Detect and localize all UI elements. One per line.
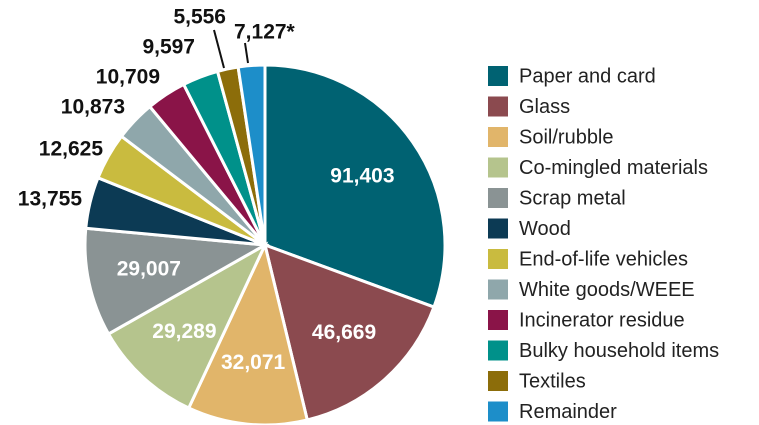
- pie-slice: [186, 240, 310, 425]
- pie-slice: [236, 63, 267, 246]
- legend-swatch: [488, 157, 508, 178]
- legend-label: Textiles: [519, 370, 586, 392]
- pie-slice: [263, 63, 447, 309]
- data-label: 10,873: [61, 96, 125, 119]
- legend-label: Glass: [519, 96, 570, 118]
- legend-label: Co-mingled materials: [519, 157, 708, 179]
- pie-slice: [262, 242, 436, 422]
- data-label: 29,007: [117, 258, 181, 281]
- data-label: 5,556: [173, 6, 226, 29]
- legend-swatch: [488, 188, 508, 208]
- legend-label: Remainder: [519, 401, 617, 423]
- legend-swatch: [488, 401, 508, 422]
- legend-swatch: [488, 340, 508, 361]
- data-label: 10,709: [96, 66, 160, 89]
- legend-swatch: [488, 371, 508, 391]
- legend-swatch: [488, 310, 508, 330]
- legend-swatch: [488, 66, 508, 86]
- legend-swatch: [488, 249, 508, 269]
- data-label: 12,625: [39, 138, 104, 161]
- data-label: 91,403: [330, 165, 394, 188]
- pie-slice: [106, 241, 269, 411]
- data-label: 29,289: [152, 320, 216, 343]
- legend-swatch: [488, 279, 508, 300]
- legend-label: Paper and card: [519, 65, 656, 87]
- data-label: 46,669: [312, 321, 376, 344]
- leader-line: [244, 42, 249, 64]
- data-label: 13,755: [18, 188, 83, 211]
- legend-label: Scrap metal: [519, 187, 626, 209]
- legend-label: Incinerator residue: [519, 309, 685, 331]
- legend-swatch: [488, 96, 508, 117]
- legend-label: Soil/rubble: [519, 126, 614, 148]
- legend-label: End-of-life vehicles: [519, 248, 688, 270]
- data-label: 7,127*: [234, 21, 296, 44]
- legend-swatch: [488, 218, 508, 239]
- legend-label: Wood: [519, 218, 571, 240]
- legend-label: White goods/WEEE: [519, 279, 695, 301]
- data-label: 9,597: [142, 36, 195, 59]
- pie-slice: [83, 226, 270, 337]
- legend-label: Bulky household items: [519, 340, 719, 362]
- legend-swatch: [488, 127, 508, 147]
- leader-line: [213, 29, 225, 69]
- data-label: 32,071: [221, 351, 286, 374]
